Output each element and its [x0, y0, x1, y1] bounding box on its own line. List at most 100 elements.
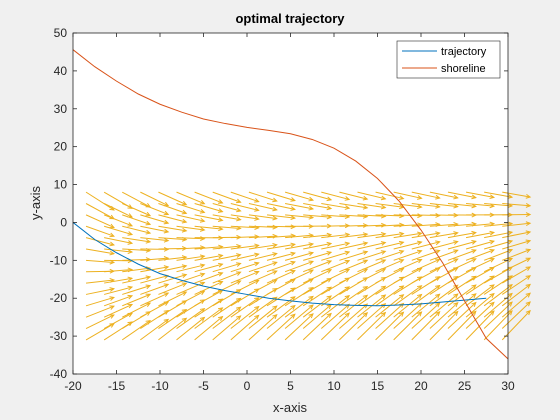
- vector-arrow: [194, 271, 224, 284]
- vector-arrow: [465, 191, 496, 200]
- vector-arrow: [303, 203, 333, 211]
- vector-arrow: [502, 203, 532, 208]
- vector-arrow: [483, 310, 513, 341]
- vector-arrow: [158, 317, 188, 341]
- series-line-shoreline: [72, 49, 509, 360]
- vector-arrow: [465, 301, 495, 329]
- vector-arrow: [284, 191, 315, 202]
- vector-arrow: [375, 240, 405, 250]
- vector-arrow: [194, 253, 224, 261]
- vector-arrow: [501, 292, 531, 318]
- vector-arrow: [85, 314, 115, 329]
- vector-arrow: [103, 214, 134, 227]
- vector-arrow: [158, 255, 188, 261]
- vector-arrow: [429, 231, 459, 239]
- vector-arrow: [212, 253, 242, 261]
- vector-arrow: [393, 249, 423, 261]
- x-tick-label: 20: [414, 379, 428, 393]
- vector-arrow: [140, 237, 170, 243]
- x-tick-label: -5: [198, 379, 209, 393]
- vector-arrow: [502, 266, 532, 284]
- vector-arrow: [502, 239, 532, 250]
- y-tick-label: -10: [50, 253, 68, 267]
- vector-arrow: [104, 248, 134, 255]
- vector-arrow: [248, 314, 278, 341]
- vector-arrow: [176, 254, 206, 261]
- vector-arrow: [375, 259, 405, 273]
- vector-arrow: [85, 225, 115, 238]
- vector-arrow: [176, 191, 206, 205]
- vector-arrow: [375, 231, 405, 239]
- vector-arrow: [357, 311, 387, 341]
- vector-arrow: [284, 313, 314, 341]
- vector-arrow: [411, 258, 441, 273]
- vector-arrow: [194, 262, 224, 273]
- y-tick-label: -30: [50, 329, 68, 343]
- vector-arrow: [393, 213, 423, 219]
- chart-title: optimal trajectory: [235, 11, 345, 26]
- vector-arrow: [447, 249, 477, 261]
- vector-arrow: [176, 272, 206, 284]
- vector-arrow: [176, 203, 206, 214]
- vector-arrow: [158, 203, 188, 215]
- vector-arrow: [447, 301, 477, 329]
- y-axis-label: y-axis: [28, 186, 43, 220]
- vector-arrow: [393, 231, 423, 239]
- vector-arrow: [266, 269, 296, 284]
- vector-arrow: [140, 292, 170, 307]
- vector-arrow: [501, 309, 531, 341]
- ticks: -20 -15 -10 -5 0 5 10 15 20 25 30 -40 -30 -20 -10 0 10 20…: [50, 26, 515, 393]
- legend-label-trajectory: trajectory: [441, 46, 487, 58]
- vector-arrow: [104, 285, 134, 295]
- vector-arrow: [248, 191, 278, 203]
- vector-arrow: [357, 241, 387, 250]
- vector-arrow: [176, 214, 206, 223]
- vector-arrow: [230, 191, 260, 203]
- x-tick-label: 10: [327, 379, 341, 393]
- vector-arrow: [158, 291, 188, 307]
- vector-arrow: [248, 214, 278, 221]
- vector-arrow: [122, 237, 152, 244]
- vector-arrow: [230, 314, 260, 341]
- vector-arrow: [85, 287, 116, 295]
- vector-arrow: [85, 248, 116, 256]
- vector-arrow: [303, 260, 333, 273]
- vector-arrow: [429, 249, 459, 261]
- vector-arrow: [429, 302, 459, 329]
- vector-arrow: [285, 242, 315, 250]
- x-tick-label: 0: [244, 379, 251, 393]
- vector-arrow: [411, 191, 441, 200]
- vector-arrow: [502, 248, 532, 261]
- vector-arrow: [429, 240, 459, 250]
- vector-arrow: [248, 243, 278, 250]
- vector-arrow: [465, 284, 495, 307]
- vector-arrow: [248, 203, 278, 212]
- vector-arrow: [176, 245, 206, 251]
- vector-arrow: [248, 252, 278, 261]
- vector-arrow: [302, 295, 332, 318]
- vector-arrow: [266, 191, 296, 202]
- vector-arrow: [483, 283, 513, 307]
- vector-arrow: [411, 249, 441, 261]
- vector-arrow: [284, 295, 314, 318]
- vector-arrow: [194, 203, 224, 213]
- vector-arrow: [393, 240, 423, 250]
- vector-arrow: [194, 315, 224, 341]
- vector-arrow: [393, 311, 423, 341]
- vector-arrow: [303, 241, 333, 250]
- vector-arrow: [321, 203, 351, 210]
- vector-arrow: [375, 249, 405, 261]
- vector-arrow: [284, 251, 315, 261]
- vector-arrow: [140, 265, 170, 273]
- vector-arrow: [321, 232, 351, 239]
- vector-arrow: [357, 303, 387, 329]
- vector-arrow: [339, 241, 369, 250]
- vector-arrow: [465, 258, 495, 273]
- vector-arrow: [85, 296, 115, 307]
- vector-arrow: [501, 283, 532, 307]
- vector-arrow: [266, 296, 296, 318]
- vector-arrow: [411, 310, 441, 341]
- vector-arrow: [122, 203, 152, 217]
- vector-arrow: [122, 214, 152, 226]
